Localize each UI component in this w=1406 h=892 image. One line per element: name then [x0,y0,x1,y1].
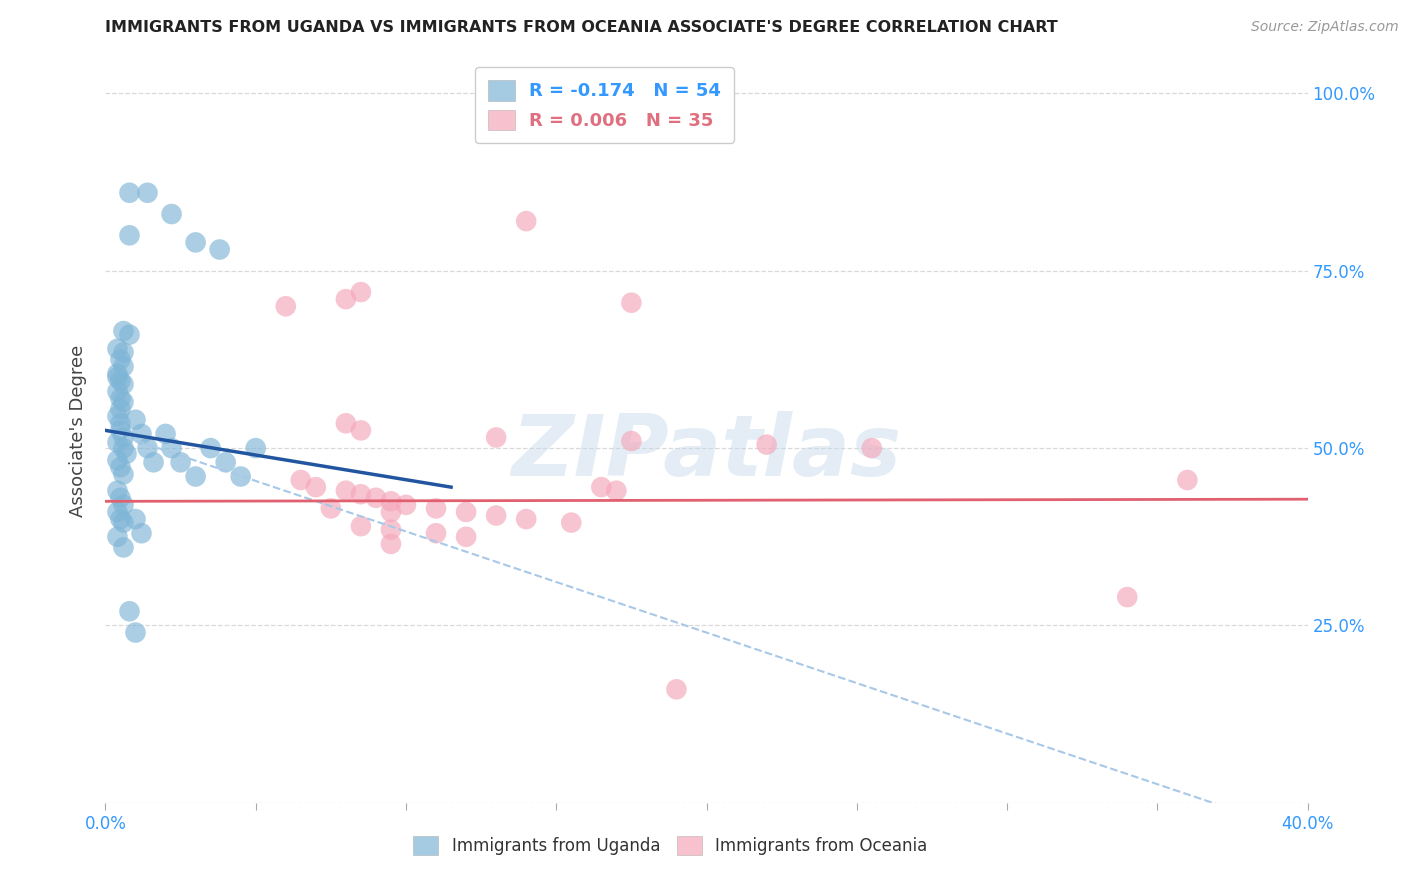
Point [112,541,135,555]
Point [485,508,508,523]
Point [110,491,132,505]
Point [160,207,183,221]
Point [107,384,129,399]
Point [118,604,141,618]
Point [755,437,778,451]
Point [184,235,207,250]
Point [110,402,132,417]
Point [110,417,132,431]
Point [380,537,402,551]
Point [118,186,141,200]
Point [350,487,373,501]
Point [124,625,146,640]
Point [620,295,643,310]
Point [115,447,138,461]
Point [515,512,537,526]
Point [112,377,135,392]
Point [350,519,373,533]
Point [110,424,132,438]
Point [214,455,236,469]
Y-axis label: Associate's Degree: Associate's Degree [69,344,87,516]
Text: Source: ZipAtlas.com: Source: ZipAtlas.com [1251,20,1399,34]
Point [112,345,135,359]
Point [112,395,135,409]
Point [208,243,231,257]
Point [305,480,328,494]
Point [245,441,267,455]
Point [591,480,613,494]
Point [1116,590,1139,604]
Point [364,491,387,505]
Point [169,455,191,469]
Point [124,413,146,427]
Point [142,455,165,469]
Point [454,505,477,519]
Point [454,530,477,544]
Point [350,424,373,438]
Point [380,505,402,519]
Point [860,441,883,455]
Point [112,498,135,512]
Point [200,441,222,455]
Point [112,441,135,455]
Point [290,473,312,487]
Point [107,370,129,384]
Point [485,430,508,444]
Point [184,469,207,483]
Point [107,367,129,381]
Point [274,299,297,313]
Point [118,228,141,243]
Point [620,434,643,448]
Point [335,483,357,498]
Point [112,467,135,482]
Point [425,526,447,541]
Point [107,483,129,498]
Point [160,441,183,455]
Point [560,516,582,530]
Point [155,426,177,441]
Point [112,430,135,444]
Point [124,512,146,526]
Point [425,501,447,516]
Point [136,441,159,455]
Point [515,214,537,228]
Text: ZIPatlas: ZIPatlas [512,411,901,494]
Point [319,501,342,516]
Point [110,460,132,475]
Point [107,342,129,356]
Point [112,359,135,374]
Point [107,505,129,519]
Point [131,526,153,541]
Point [335,417,357,431]
Point [350,285,373,299]
Point [112,324,135,338]
Point [380,494,402,508]
Point [665,682,688,697]
Point [395,498,418,512]
Point [112,516,135,530]
Point [335,292,357,306]
Point [118,327,141,342]
Text: IMMIGRANTS FROM UGANDA VS IMMIGRANTS FROM OCEANIA ASSOCIATE'S DEGREE CORRELATION: IMMIGRANTS FROM UGANDA VS IMMIGRANTS FRO… [105,20,1059,35]
Point [229,469,252,483]
Point [605,483,627,498]
Point [107,530,129,544]
Point [107,453,129,467]
Point [136,186,159,200]
Point [107,435,129,450]
Point [131,426,153,441]
Point [110,512,132,526]
Point [1175,473,1198,487]
Point [380,523,402,537]
Point [110,374,132,388]
Legend: Immigrants from Uganda, Immigrants from Oceania: Immigrants from Uganda, Immigrants from … [404,826,938,865]
Point [110,392,132,406]
Point [110,352,132,367]
Point [107,409,129,424]
